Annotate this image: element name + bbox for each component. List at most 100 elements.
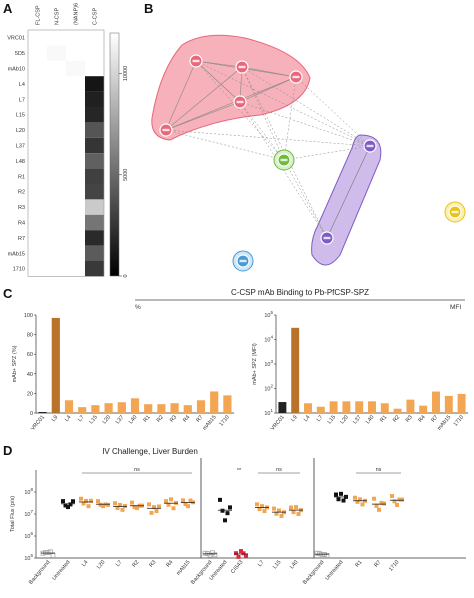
node-label-mark [238,65,246,69]
heatmap-cell [66,168,85,184]
scatter-point [257,506,262,511]
heatmap-cell [47,30,66,46]
scatter-point [360,502,365,507]
bar-x-tick-label: R3 [169,414,178,423]
bar [419,405,428,413]
network-edge-dashed [295,76,371,147]
heatmap-cell [47,199,66,215]
scatter-point [135,506,139,511]
heatmap-cell [85,184,104,200]
scatter-point [86,504,91,509]
colorbar-tick-label: 10000 [123,66,129,81]
heatmap-cell [28,245,47,261]
scatter-point [120,507,125,512]
heatmap-cell [66,184,85,200]
heatmap-cell [66,60,85,77]
bar [355,401,364,413]
heatmap-cell [47,168,66,184]
scatter-x-tick-label: L15 [272,559,283,570]
heatmap-cell [85,230,104,246]
heatmap-row-label: R3 [18,205,25,211]
scatter-point [218,497,222,502]
heatmap-row-label: L7 [19,97,25,103]
bar [223,395,232,413]
cluster-red [151,34,311,141]
scatter-x-tick-label: R7 [373,559,382,568]
heatmap-cell [66,153,85,169]
scatter-point [164,499,168,504]
scatter-point [289,505,293,510]
scatter-point [274,511,279,516]
scatter-point [355,499,360,504]
heatmap-cell [85,214,104,231]
heatmap-row-label: R7 [18,236,25,242]
bar [196,400,206,413]
scatter-y-tick-label: 106 [24,531,33,540]
node-label-mark [162,128,170,132]
bar-x-tick-label: L37 [352,414,363,425]
bar-x-tick-label: L9 [290,414,299,423]
heatmap-cell [28,30,47,46]
network-edge-dashed [165,129,371,147]
scatter-point [71,499,75,504]
scatter-point [79,496,83,501]
bar [51,317,60,413]
heatmap-cell [47,153,66,169]
scatter-point [106,502,110,507]
bar [444,395,453,413]
bar [64,400,74,413]
scatter-point [132,505,137,510]
bar-y-tick-label: 101 [264,408,273,417]
bar-x-tick-label: L15 [88,414,99,425]
network-edge-dashed [241,66,371,147]
scatter-x-tick-label: Background [302,559,325,585]
heatmap-column-label: FL-CSP [36,5,42,25]
bar [329,401,338,413]
scatter-x-tick-label: L7 [115,559,124,568]
scatter-point [382,501,386,506]
scatter-point [236,554,241,559]
scatter-point [262,509,267,514]
scatter-point [400,497,404,502]
heatmap-cell [66,91,85,107]
heatmap-cell [28,153,47,169]
bar-x-tick-label: L40 [365,414,376,425]
heatmap-cell [47,91,66,107]
heatmap-cell [28,137,47,154]
scatter-point [171,506,176,511]
scatter-point [374,503,379,508]
colorbar [109,32,120,277]
heatmap-cell [47,261,66,277]
heatmap-cell [66,137,85,154]
scatter-point [241,551,246,556]
heatmap-row-label: mAb10 [8,67,25,73]
scatter-point [395,502,399,507]
scatter-point [207,552,213,558]
network-edge [165,60,197,131]
scatter-point [212,552,218,558]
panel-c-left-subtitle: % [135,304,141,311]
heatmap-column-label: N-CSP [55,8,61,25]
heatmap-cell [28,261,47,277]
scatter-point [296,511,301,516]
colorbar-tick-label: 5000 [123,169,129,181]
node-label-mark [239,259,247,263]
heatmap-cell [47,76,66,92]
scatter-point [341,498,346,503]
scatter-point [115,505,120,510]
network-edge-dashed [239,101,285,161]
heatmap-row-label: R1 [18,174,25,180]
scatter-point [202,550,208,556]
significance-label: ns [134,467,140,473]
heatmap-cell [85,60,104,77]
heatmap-cell [85,122,104,138]
bar [170,403,179,413]
scatter-x-tick-label: R4 [165,559,174,568]
heatmap-row-label: R2 [18,190,25,196]
panel-c-title: C-CSP mAb Binding to Pb-PfCSP-SPZ [231,288,369,297]
scatter-point [334,492,338,497]
scatter-point [98,502,103,507]
scatter-point [220,508,225,513]
heatmap-row-label: 1710 [13,267,25,273]
bar-x-tick-label: L9 [51,414,60,423]
